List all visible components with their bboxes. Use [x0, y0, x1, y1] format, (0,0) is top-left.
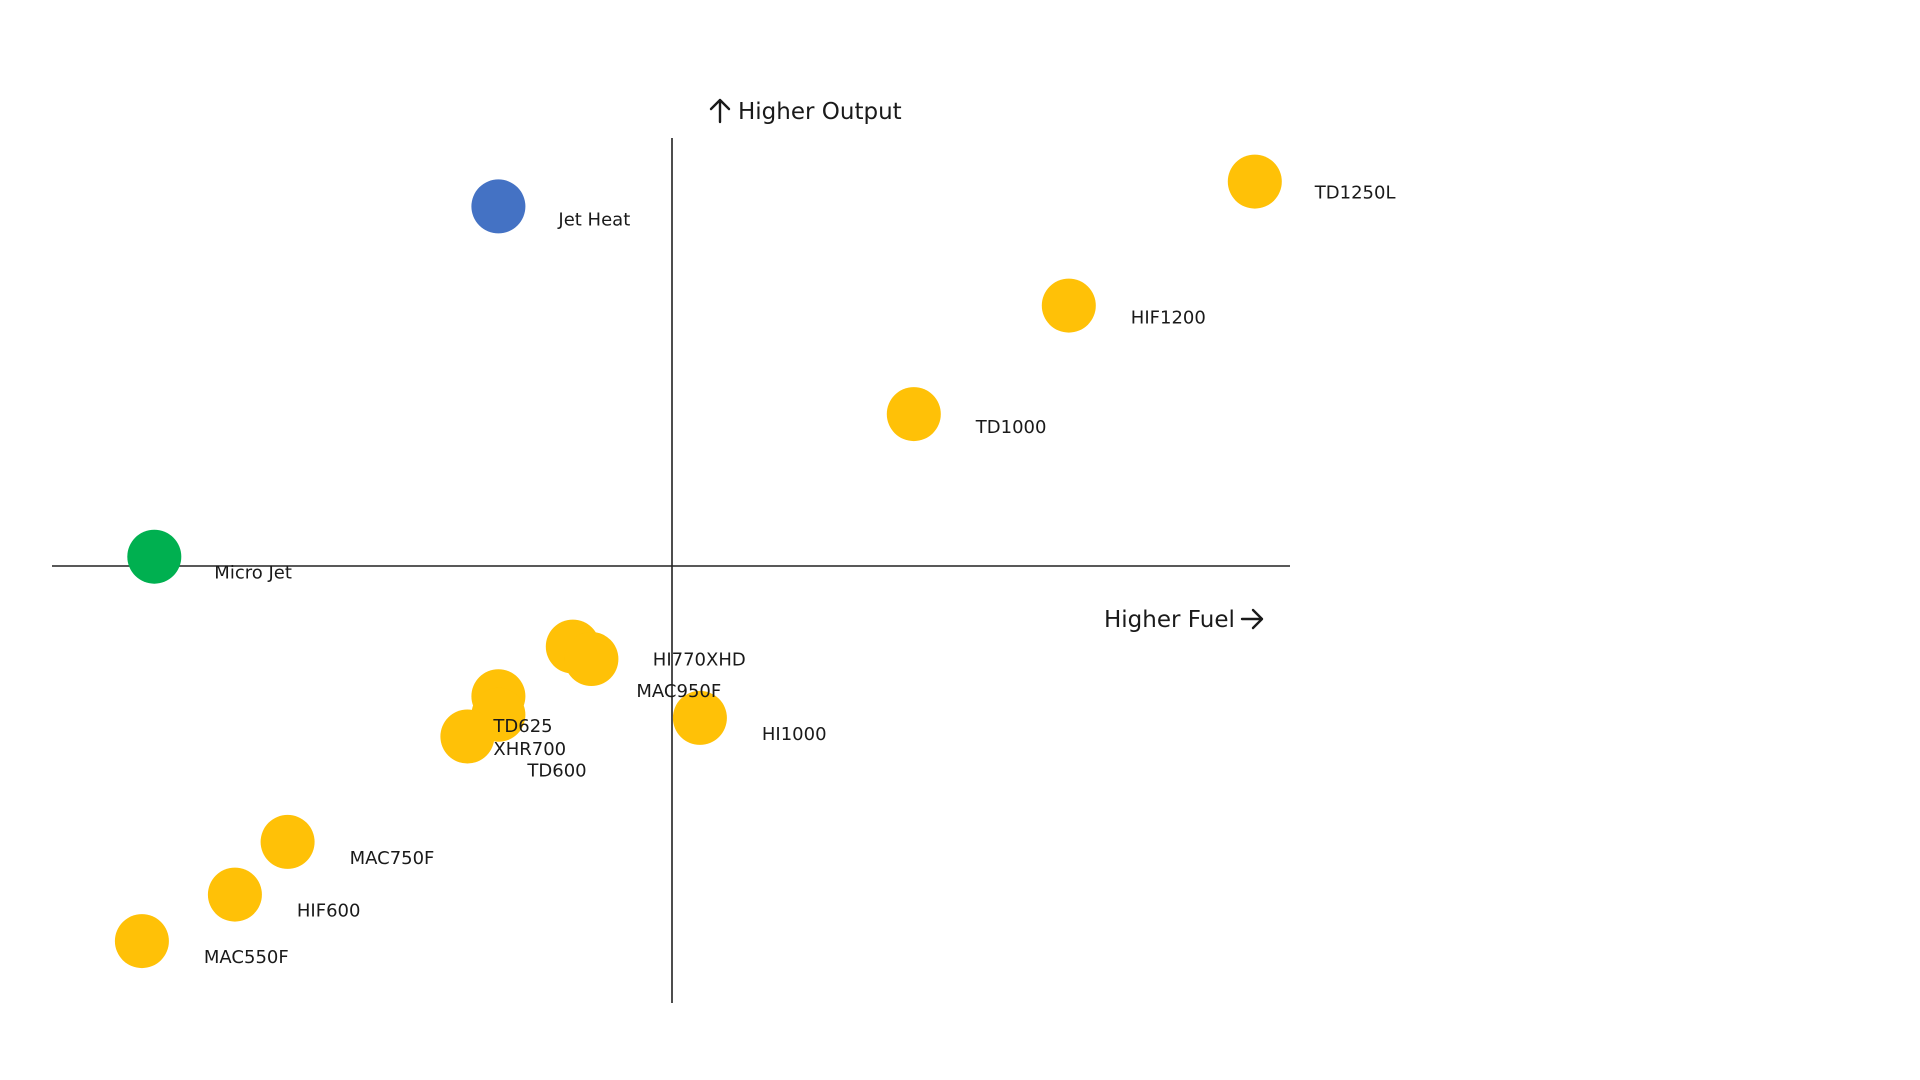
- data-point: [260, 814, 315, 869]
- right-arrow-icon: [1240, 608, 1264, 630]
- data-point: [114, 914, 169, 969]
- data-label: MAC950F: [636, 681, 721, 702]
- data-point: [207, 867, 262, 922]
- data-label: TD1000: [975, 417, 1047, 438]
- data-label: HIF600: [297, 901, 361, 922]
- data-point: [672, 690, 727, 745]
- data-label: TD600: [526, 761, 586, 782]
- x-axis-title: Higher Fuel: [1104, 607, 1264, 633]
- data-label: MAC550F: [204, 947, 289, 968]
- data-point: [127, 529, 182, 584]
- data-point: [440, 709, 495, 764]
- data-label: TD1250L: [1314, 183, 1396, 204]
- data-points: [114, 154, 1282, 969]
- y-axis-label: Higher Output: [738, 99, 902, 125]
- data-point: [1227, 154, 1282, 209]
- data-label: TD625: [492, 716, 552, 737]
- data-label: HI1000: [762, 724, 827, 745]
- data-label: HI770XHD: [653, 650, 746, 671]
- data-point: [471, 179, 526, 234]
- data-label: Micro Jet: [214, 563, 292, 584]
- data-label: XHR700: [493, 739, 566, 760]
- data-label: Jet Heat: [557, 209, 630, 230]
- up-arrow-icon: [709, 98, 731, 124]
- data-point: [886, 387, 941, 442]
- y-axis-title: Higher Output: [709, 98, 902, 125]
- x-axis-label: Higher Fuel: [1104, 607, 1235, 633]
- data-label: MAC750F: [350, 848, 435, 869]
- data-point: [1041, 278, 1096, 333]
- data-labels: Jet Heat TD1250L HIF1200 TD1000 Micro Jet HI7…: [204, 183, 1396, 968]
- data-point: [564, 632, 619, 686]
- data-label: HIF1200: [1131, 308, 1206, 329]
